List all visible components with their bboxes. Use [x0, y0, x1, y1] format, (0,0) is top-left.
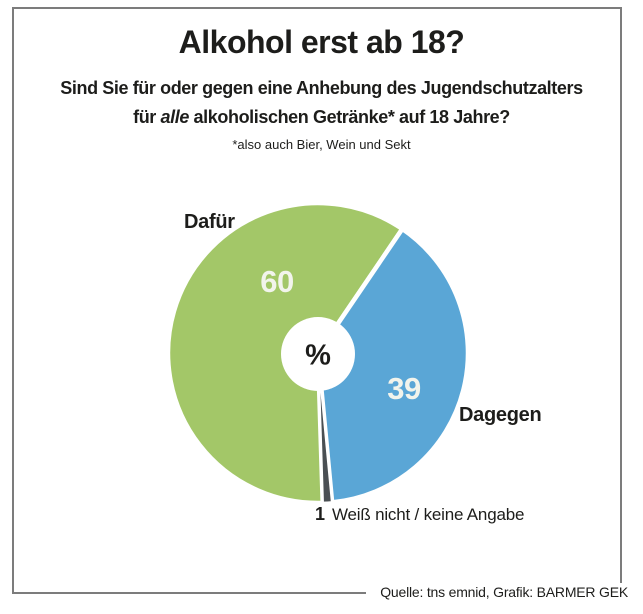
survey-question-line2-pre: für: [133, 107, 161, 127]
slice-label-dafuer: Dafür: [184, 211, 235, 233]
survey-question: Sind Sie für oder gegen eine Anhebung de…: [0, 74, 643, 132]
page-title: Alkohol erst ab 18?: [178, 24, 465, 60]
donut-hole: [281, 317, 355, 391]
slice-value-dafuer: 60: [260, 264, 294, 299]
survey-question-line2-italic: alle: [160, 107, 190, 127]
slice-label-weiss-nicht: 1 Weiß nicht / keine Angabe: [315, 504, 524, 525]
pie-slice-dagegen: [315, 226, 471, 505]
slice-label-weiss-nicht-text: Weiß nicht / keine Angabe: [332, 505, 525, 524]
footnote: *also auch Bier, Wein und Sekt: [232, 137, 411, 152]
border-frame: [12, 7, 622, 594]
survey-question-line1: Sind Sie für oder gegen eine Anhebung de…: [60, 78, 583, 98]
slice-value-weiss-nicht: 1: [315, 504, 326, 524]
donut-center-unit-label: %: [305, 339, 331, 372]
slice-value-dagegen: 39: [387, 371, 421, 406]
source-credit: Quelle: tns emnid, Grafik: BARMER GEK: [366, 583, 630, 602]
survey-question-line2-post: alkoholischen Getränke* auf 18 Jahre?: [188, 107, 511, 127]
slice-label-dagegen: Dagegen: [459, 404, 542, 426]
